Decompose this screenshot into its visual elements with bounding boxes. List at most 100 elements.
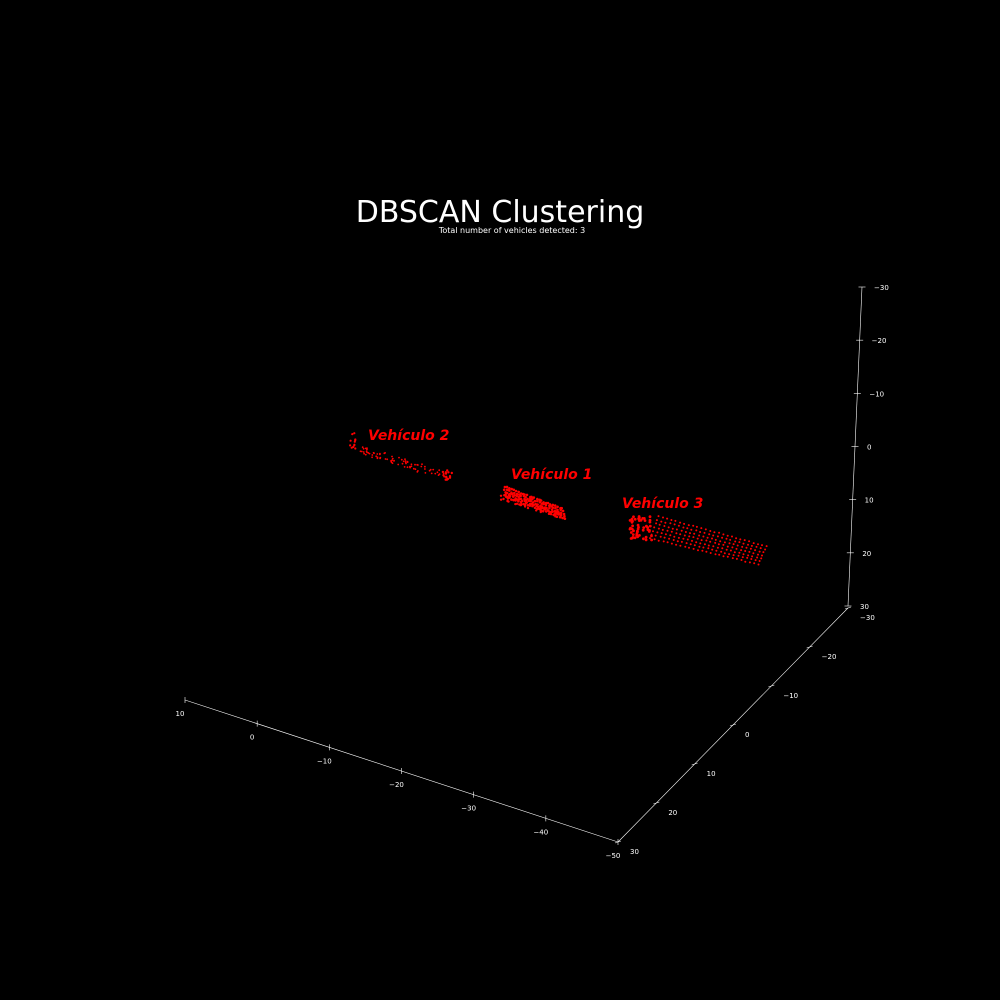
cluster-3-point xyxy=(764,548,767,551)
cluster-3-point xyxy=(682,526,685,529)
cluster-2-point xyxy=(363,452,365,455)
cluster-3-point xyxy=(655,519,658,522)
cluster-3-point xyxy=(680,529,683,532)
z-tick-label: 0 xyxy=(867,444,871,452)
cluster-1-point xyxy=(535,509,538,512)
cluster-3-point xyxy=(737,554,740,557)
cluster-3-point xyxy=(633,517,637,521)
cluster-3-point xyxy=(631,533,635,536)
cluster-1-point xyxy=(515,502,519,505)
cluster-2-point xyxy=(410,465,413,468)
labels-layer: Vehículo 1 Vehículo 2 Vehículo 3 xyxy=(368,428,703,512)
y-tick-label: 0 xyxy=(745,731,749,739)
cluster-3-point xyxy=(655,522,658,525)
cluster-3-point xyxy=(663,536,666,539)
cluster-1-point xyxy=(510,492,514,496)
cluster-3-point xyxy=(631,524,634,528)
cluster-3-point xyxy=(664,533,667,536)
cluster-1-point xyxy=(556,508,559,512)
cluster-3-point xyxy=(755,545,758,548)
cluster-3-point xyxy=(653,526,656,529)
cluster-2-point xyxy=(390,460,393,462)
cluster-3-point xyxy=(747,543,749,546)
cluster-3-point xyxy=(711,537,713,540)
z-tick-label: −30 xyxy=(874,284,889,292)
cluster-3-point xyxy=(695,529,698,532)
cluster-3-point xyxy=(745,546,748,549)
cluster-3-point xyxy=(695,525,698,528)
cluster-1-point xyxy=(542,507,545,510)
cluster-3-point xyxy=(632,529,635,533)
cluster-3-point xyxy=(657,539,660,542)
y-tick-label: 30 xyxy=(630,848,639,856)
cluster-2-point xyxy=(436,471,439,474)
cluster-1-point xyxy=(512,488,516,492)
y-tick-label: −30 xyxy=(860,614,875,622)
cluster-2-label: Vehículo 2 xyxy=(368,428,449,444)
cluster-3-point xyxy=(661,528,664,531)
cluster-3-point xyxy=(706,536,709,539)
cluster-3-point xyxy=(761,544,763,547)
cluster-3-point xyxy=(676,540,679,543)
cluster-3-point xyxy=(636,529,639,533)
cluster-3-point xyxy=(628,519,632,522)
cluster-2-point xyxy=(354,447,357,450)
cluster-2-point xyxy=(424,472,427,474)
cluster-3-point xyxy=(757,563,760,566)
cluster-3-point xyxy=(718,553,721,556)
cluster-1-point xyxy=(553,504,557,507)
cluster-3-point xyxy=(689,543,692,546)
cluster-3-point xyxy=(629,537,633,540)
cluster-2-point xyxy=(447,471,450,474)
cluster-3-point xyxy=(705,539,708,542)
cluster-1-point xyxy=(523,503,527,507)
cluster-3-point xyxy=(679,521,682,524)
cluster-1-point xyxy=(526,497,529,501)
cluster-3-point xyxy=(752,542,755,545)
cluster-3-point xyxy=(688,546,690,549)
cluster-2-point xyxy=(444,471,447,474)
cluster-3-point xyxy=(751,555,754,558)
cluster-2-point xyxy=(424,468,426,470)
z-tick-label: 10 xyxy=(865,497,874,505)
cluster-3-point xyxy=(696,537,699,540)
cluster-1-label: Vehículo 1 xyxy=(511,467,592,483)
cluster-1-point xyxy=(562,512,566,516)
cluster-2-point xyxy=(365,450,368,453)
cluster-3-point xyxy=(684,545,687,548)
cluster-2-point xyxy=(386,458,389,461)
cluster-3-point xyxy=(648,529,651,532)
cluster-3-point xyxy=(693,544,696,547)
cluster-3-point xyxy=(641,517,645,520)
cluster-3-point xyxy=(758,550,761,553)
cluster-2-point xyxy=(391,457,394,460)
cluster-3-point xyxy=(719,540,722,543)
cluster-3-point xyxy=(703,531,706,534)
cluster-3-point xyxy=(669,534,672,537)
cluster-2-point xyxy=(364,453,367,456)
cluster-2-point xyxy=(412,467,415,470)
cluster-3-point xyxy=(664,521,667,524)
points-layer xyxy=(349,432,768,566)
cluster-3-point xyxy=(690,528,693,531)
cluster-3-point xyxy=(721,536,724,539)
cluster-1-point xyxy=(508,494,512,498)
cluster-1-point xyxy=(563,514,566,518)
cluster-2-point xyxy=(353,440,356,443)
z-tick-label: 30 xyxy=(860,603,869,611)
cluster-3-point xyxy=(735,557,738,560)
cluster-3-point xyxy=(648,524,652,528)
cluster-3-point xyxy=(654,534,657,537)
cluster-3-point xyxy=(670,519,673,521)
cluster-1-point xyxy=(529,497,532,501)
cluster-3-point xyxy=(643,519,647,522)
cluster-1-point xyxy=(532,496,536,499)
chart-subtitle: Total number of vehicles detected: 3 xyxy=(438,226,586,235)
cluster-1-point xyxy=(506,499,509,503)
cluster-3-point xyxy=(641,528,645,532)
cluster-2-point xyxy=(406,466,409,469)
y-tick-label: 20 xyxy=(668,809,677,817)
cluster-3-point xyxy=(701,549,704,552)
cluster-3-point xyxy=(700,527,703,530)
cluster-1-point xyxy=(551,503,555,507)
